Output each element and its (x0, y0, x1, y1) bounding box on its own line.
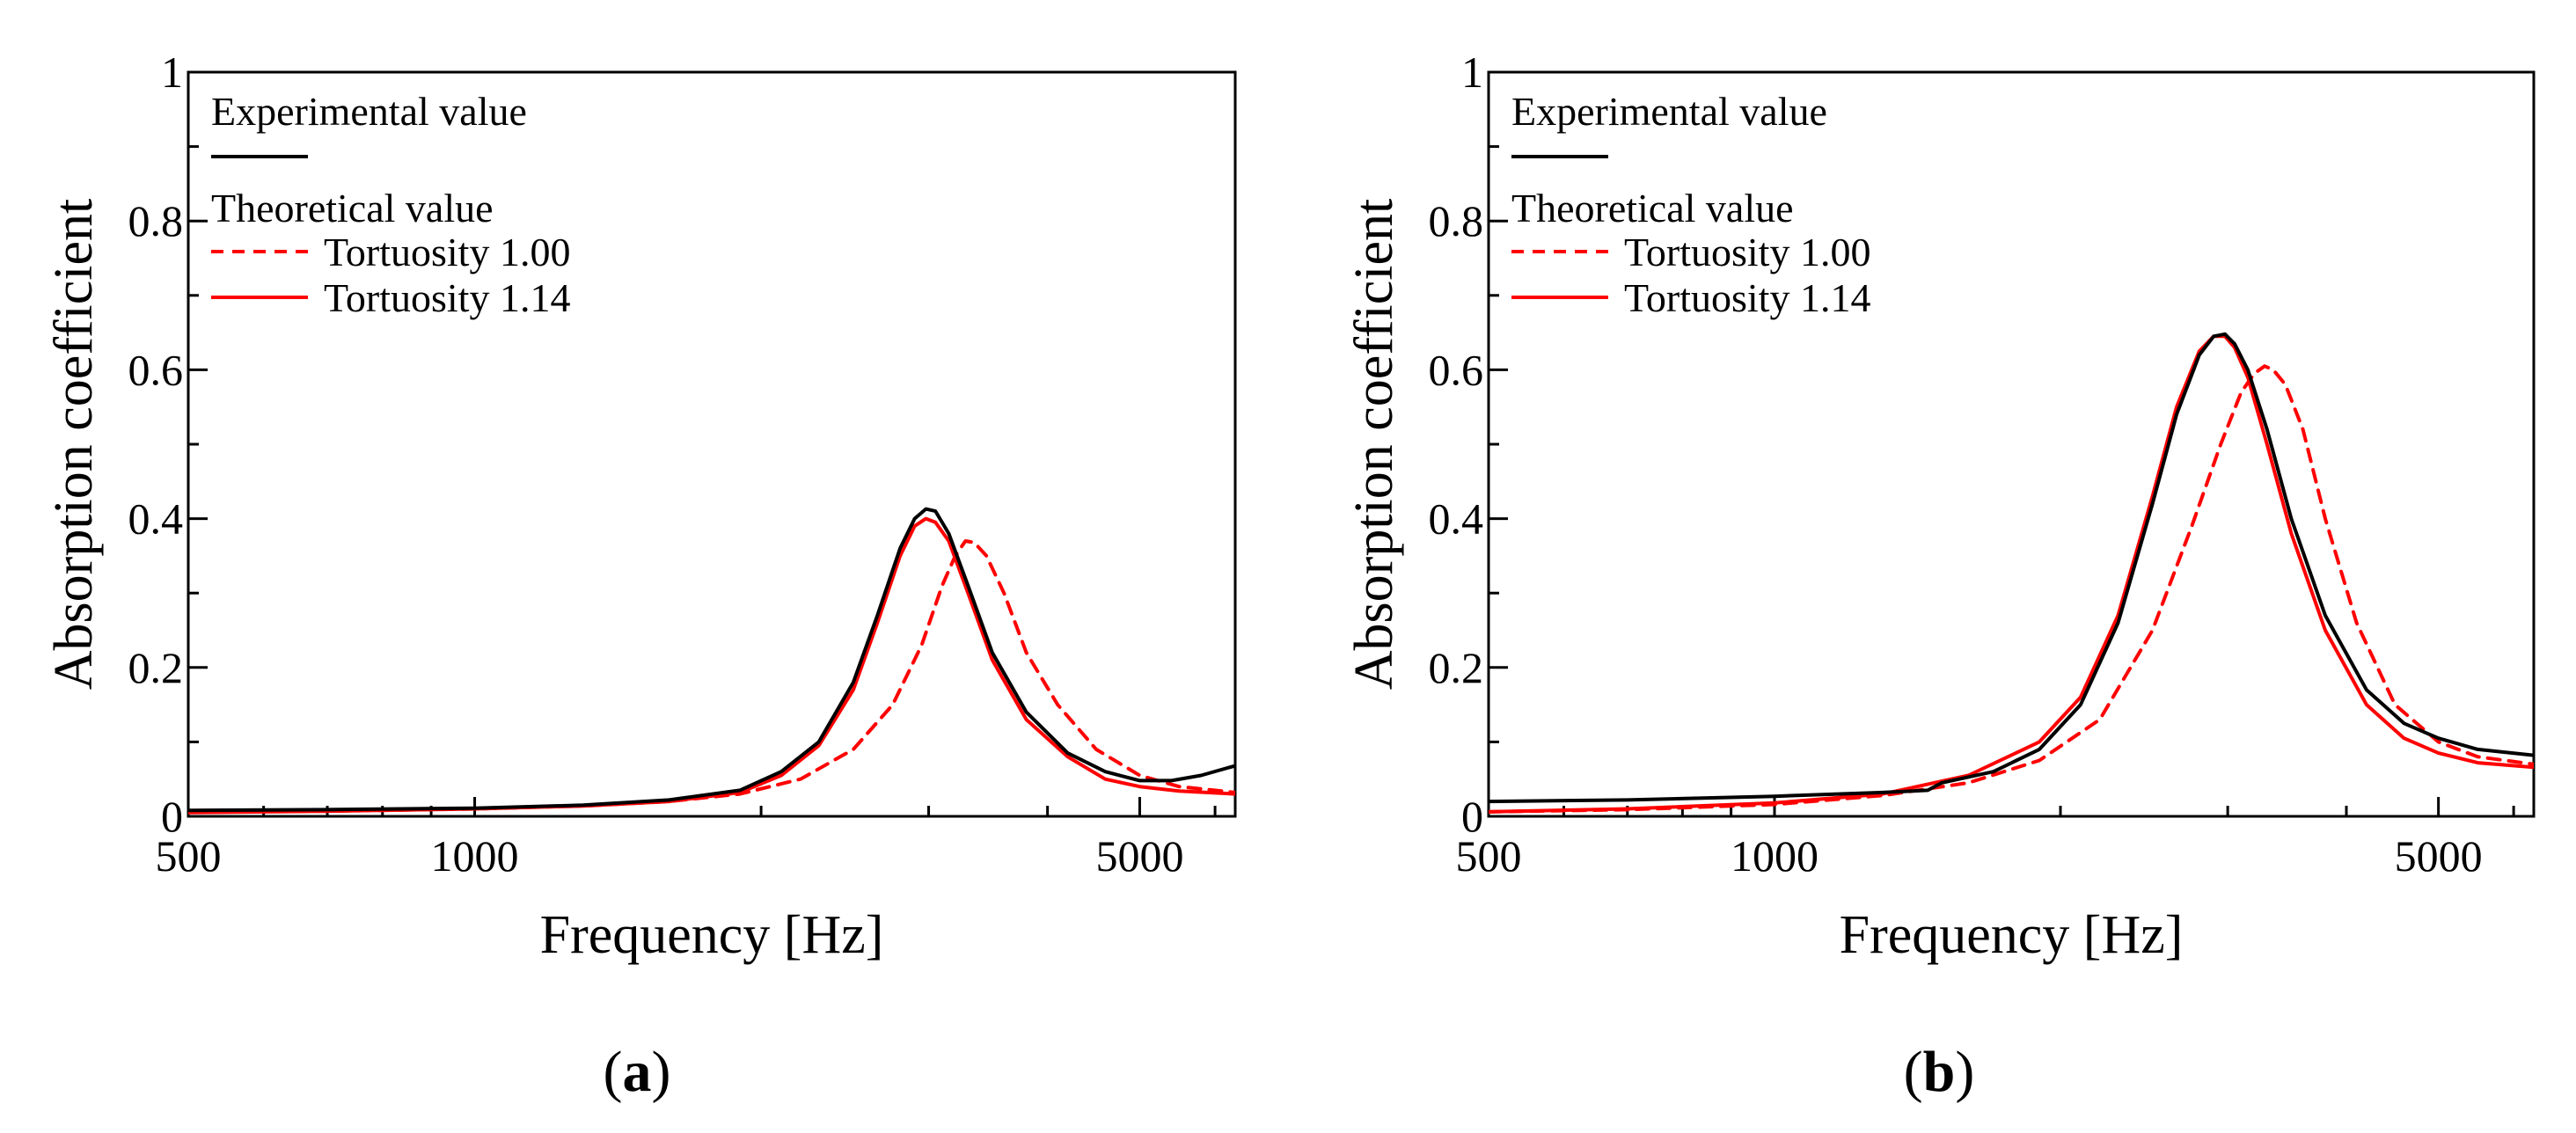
legend-experimental-header: Experimental value (211, 89, 527, 134)
y-tick-label: 0 (161, 792, 183, 841)
chart-panel-b: 0 0.2 0.4 0.6 0.8 1 500 1000 5000 Frequency [Hz] A… (1344, 48, 2536, 1104)
series-line-experimental-value (188, 507, 1235, 813)
x-axis-title: Frequency [Hz] (540, 905, 884, 965)
y-tick-label: 1 (1461, 48, 1483, 97)
plot-frame (187, 70, 1237, 818)
x-axis-title: Frequency [Hz] (1840, 905, 2184, 965)
panel-label-letter: b (1923, 1040, 1956, 1104)
legend-label-tortuosity-1-00: Tortuosity 1.00 (1624, 230, 1870, 274)
series-line-tortuosity-1-00 (188, 539, 1235, 814)
x-tick-label: 500 (156, 831, 222, 881)
series-group (1489, 332, 2534, 814)
y-tick-label: 0.8 (1429, 196, 1484, 245)
y-axis-title: Absorption coefficient (44, 199, 104, 690)
y-axis-title: Absorption coefficient (1344, 199, 1404, 690)
legend-label-tortuosity-1-00: Tortuosity 1.00 (324, 230, 570, 274)
series-line-tortuosity-1-14 (188, 516, 1235, 815)
panel-label: (b) (1904, 1040, 1975, 1104)
x-tick-label: 500 (1456, 831, 1522, 881)
legend-theoretical-header: Theoretical value (1511, 186, 1794, 230)
panel-label-letter: a (623, 1040, 652, 1104)
y-tick-label: 0.4 (128, 494, 184, 544)
chart-panel-a: 0 0.2 0.4 0.6 0.8 1 500 1000 5000 Frequency [Hz] A… (44, 48, 1237, 1104)
y-tick-label: 0.4 (1429, 494, 1484, 544)
series-group (188, 507, 1235, 815)
panel-label-close: ) (652, 1040, 671, 1104)
y-tick-label: 0.2 (1429, 643, 1484, 692)
y-tick-label: 0 (1461, 792, 1483, 841)
y-tick-label: 0.2 (128, 643, 184, 692)
y-tick-label: 0.6 (128, 345, 184, 394)
panel-label-open: ( (1904, 1040, 1923, 1104)
panel-label-open: ( (604, 1040, 623, 1104)
legend-label-tortuosity-1-14: Tortuosity 1.14 (1624, 275, 1870, 320)
x-tick-label: 5000 (2395, 831, 2483, 881)
y-tick-label: 0.6 (1429, 345, 1484, 394)
x-tick-label: 1000 (431, 831, 519, 881)
series-line-tortuosity-1-14 (1489, 334, 2534, 814)
series-line-tortuosity-1-00 (1489, 364, 2534, 814)
series-line-experimental-value (1489, 332, 2534, 804)
legend-label-tortuosity-1-14: Tortuosity 1.14 (324, 275, 570, 320)
y-tick-label: 1 (161, 48, 183, 97)
x-tick-label: 1000 (1731, 831, 1819, 881)
y-tick-label: 0.8 (128, 196, 184, 245)
panel-label-close: ) (1955, 1040, 1974, 1104)
legend-theoretical-header: Theoretical value (211, 186, 494, 230)
panel-label: (a) (604, 1040, 671, 1104)
plot-frame (1487, 70, 2536, 818)
legend-experimental-header: Experimental value (1511, 89, 1827, 134)
x-tick-label: 5000 (1095, 831, 1183, 881)
